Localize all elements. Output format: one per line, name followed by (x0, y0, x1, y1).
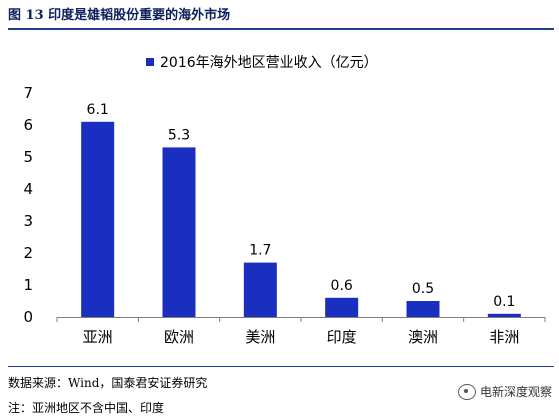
x-tick-label: 欧洲 (164, 328, 194, 346)
bar (406, 301, 440, 317)
y-tick-label: 4 (23, 180, 33, 198)
wechat-icon (458, 383, 476, 400)
x-tick-label: 印度 (327, 328, 357, 346)
data-label: 5.3 (168, 127, 190, 143)
x-tick-label: 非洲 (489, 328, 519, 346)
watermark: 电新深度观察 (458, 383, 552, 400)
data-label: 0.5 (412, 281, 434, 297)
watermark-label: 电新深度观察 (480, 385, 553, 399)
bar (325, 297, 359, 317)
y-tick-label: 3 (23, 212, 33, 230)
y-tick-label: 2 (23, 244, 33, 262)
footnote: 注：亚洲地区不含中国、印度 (8, 401, 165, 415)
x-tick-label: 美洲 (245, 328, 275, 346)
title-divider (8, 28, 554, 30)
data-label: 6.1 (87, 102, 109, 118)
legend-label: 2016年海外地区营业收入（亿元） (160, 55, 378, 71)
data-label: 0.6 (331, 278, 353, 294)
legend-swatch (146, 58, 154, 66)
data-label: 0.1 (493, 294, 515, 310)
y-tick-label: 5 (23, 148, 33, 166)
footer-divider (8, 366, 554, 367)
bar-chart-svg: 2016年海外地区营业收入（亿元） 0 1 2 3 4 5 6 7 6.1 亚洲 5.3 欧洲 1.7 美洲… (23, 55, 546, 346)
data-label: 1.7 (249, 243, 271, 259)
y-tick-label: 7 (23, 84, 33, 102)
bar (81, 121, 115, 317)
data-source: 数据来源：Wind，国泰君安证券研究 (8, 376, 208, 390)
bar (243, 262, 277, 317)
y-tick-label: 6 (23, 116, 33, 134)
bar (487, 313, 521, 317)
x-tick-label: 澳洲 (408, 328, 438, 346)
x-tick-label: 亚洲 (83, 328, 113, 346)
y-tick-label: 1 (23, 276, 33, 294)
y-tick-label: 0 (23, 308, 33, 326)
bar-chart: 2016年海外地区营业收入（亿元） 0 1 2 3 4 5 6 7 6.1 亚洲 5.3 欧洲 1.7 美洲… (0, 30, 559, 370)
figure-title: 图 13 印度是雄韬股份重要的海外市场 (8, 8, 231, 23)
bar (162, 147, 196, 317)
